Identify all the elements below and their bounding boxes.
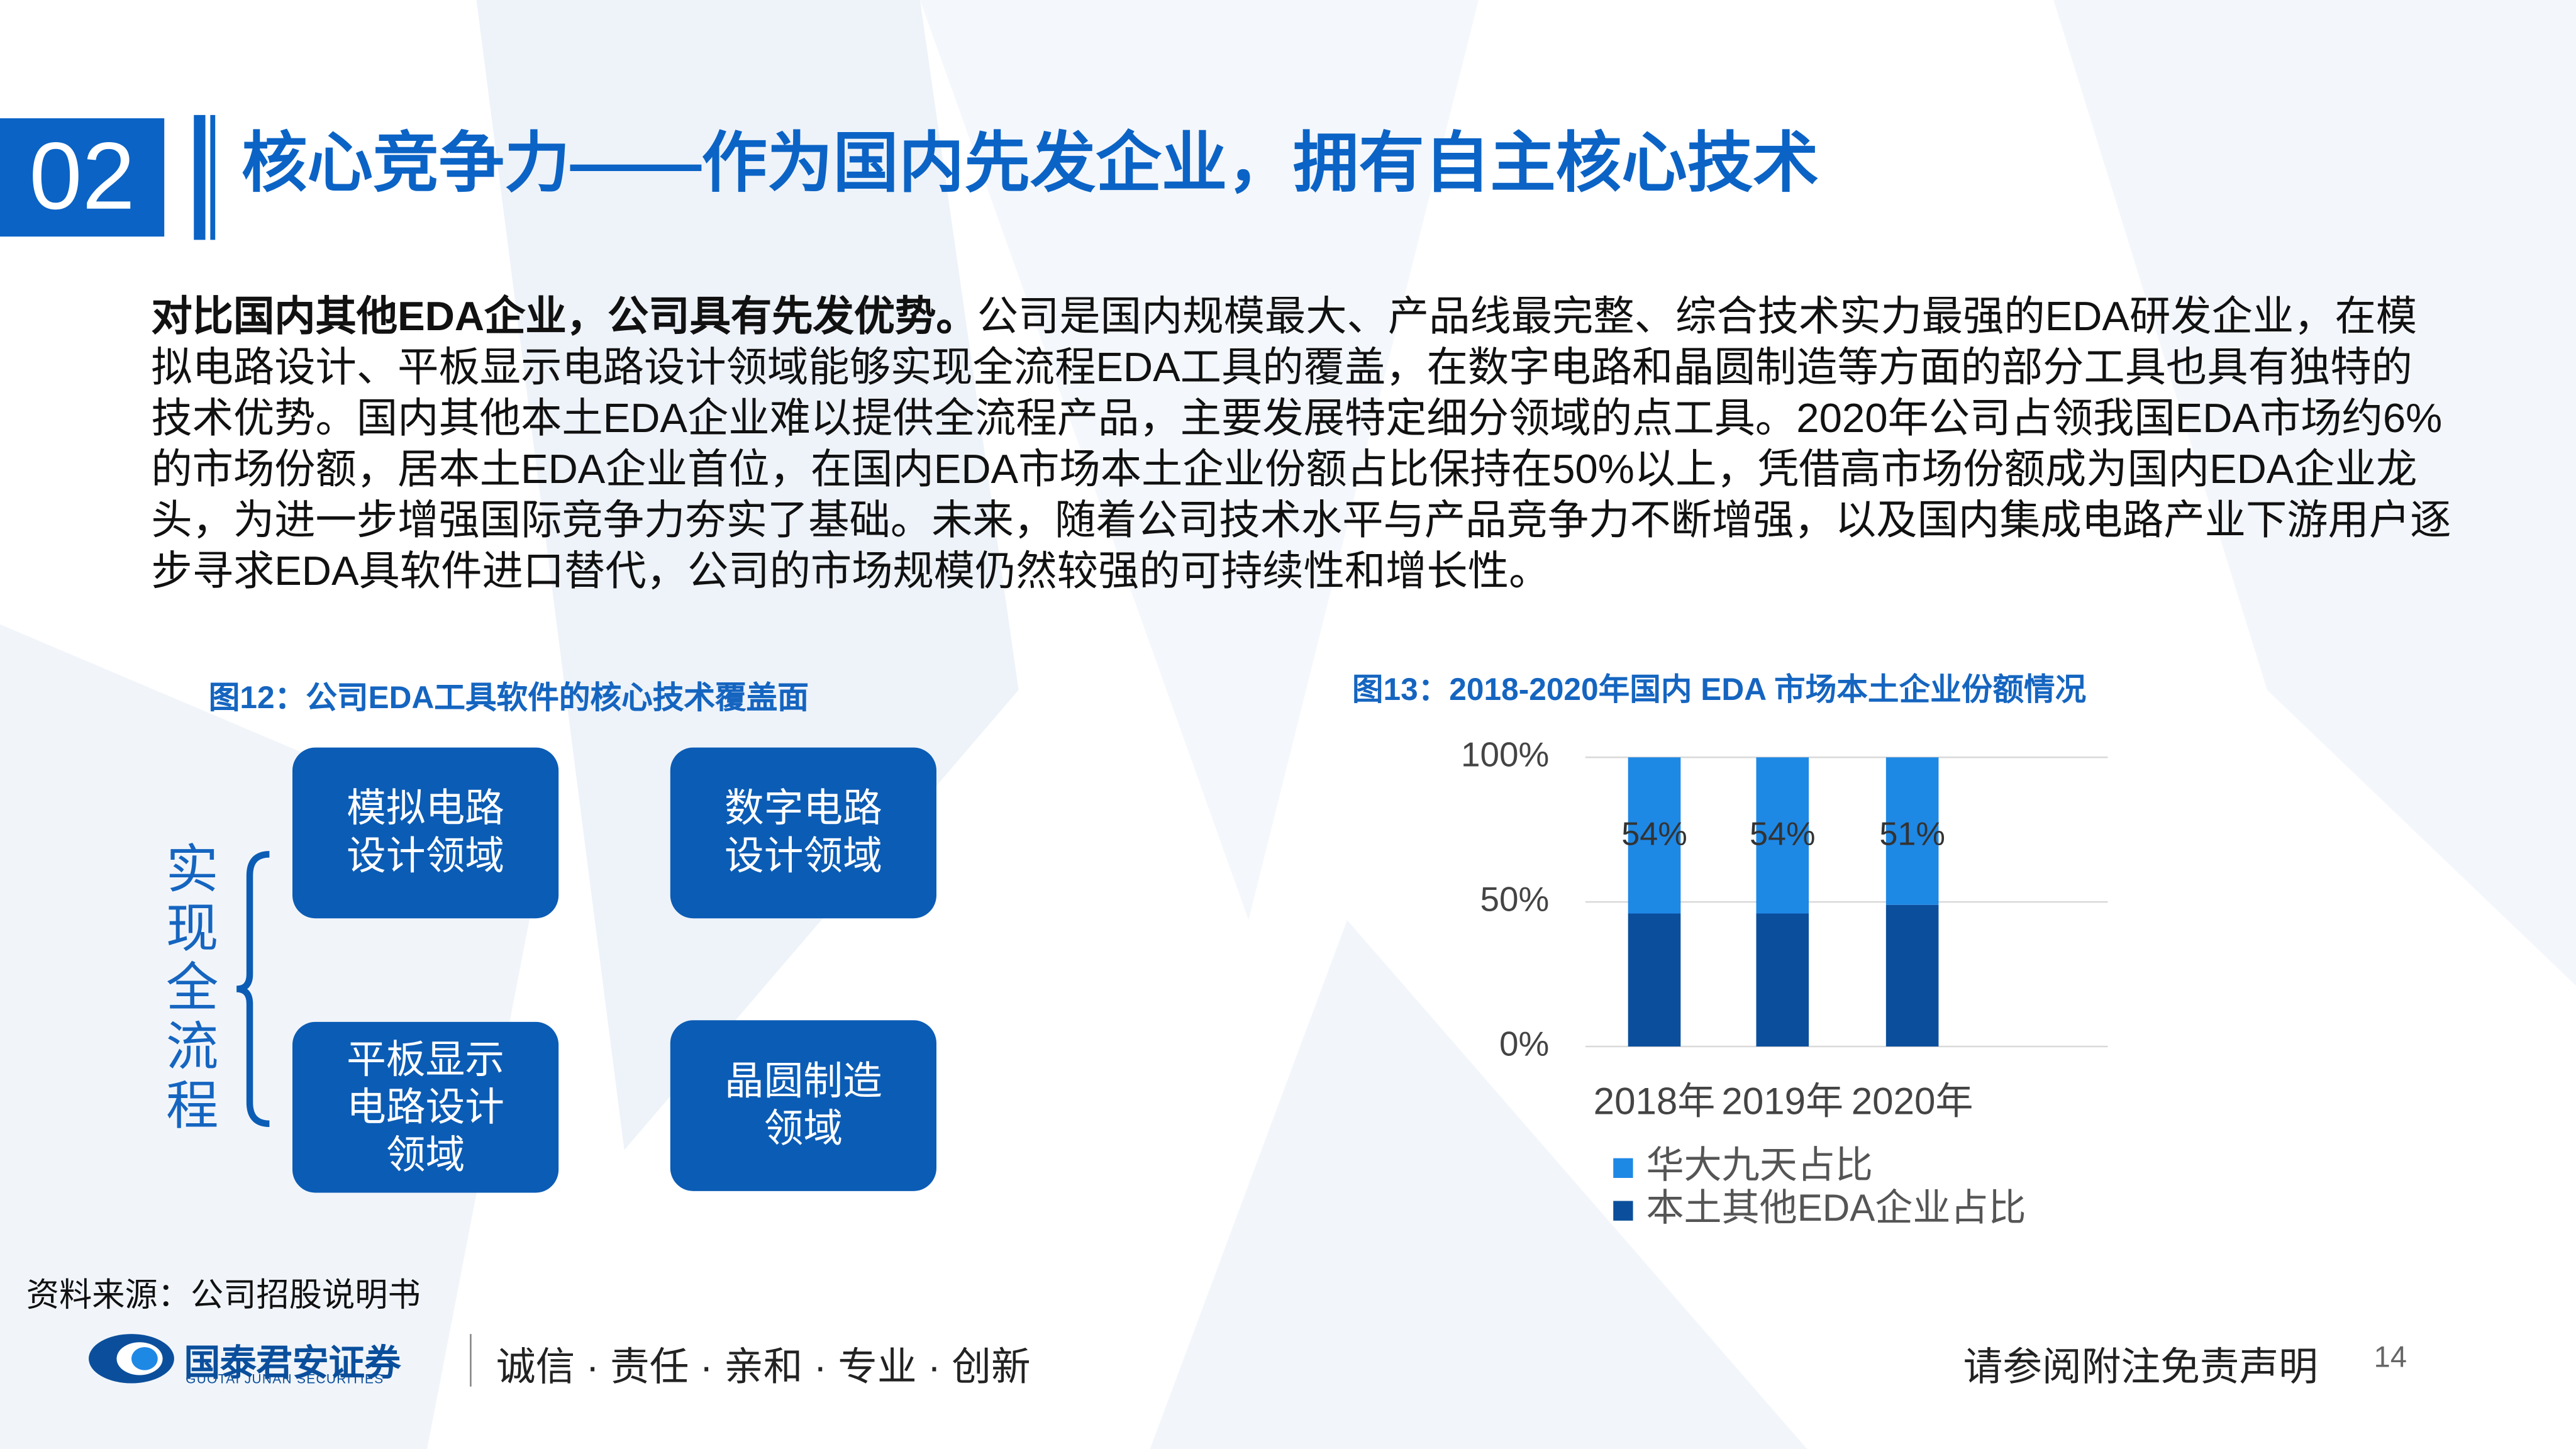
box-line: 电路设计 (347, 1085, 504, 1130)
logo-ellipse (131, 1347, 158, 1370)
slogan: 诚信 · 责任 · 亲和 · 专业 · 创新 (496, 1345, 1031, 1390)
box-line: 设计领域 (724, 835, 882, 879)
x-tick-label: 2019年 (1721, 1080, 1843, 1122)
slide-title: 核心竞争力——作为国内先发企业，拥有自主核心技术 (241, 128, 1819, 201)
section-number: 02 (0, 118, 165, 237)
bg-shape (919, 0, 1479, 920)
bracket (236, 851, 270, 1127)
y-tick-label: 100% (1461, 735, 1549, 774)
source-note: 资料来源：公司招股说明书 (26, 1278, 421, 1314)
divider (210, 114, 216, 240)
company-name: 国泰君安证券 (184, 1342, 401, 1384)
box-line: 平板显示 (347, 1037, 504, 1082)
box-line: 领域 (763, 1107, 843, 1152)
legend-swatch (1613, 1158, 1633, 1178)
bg-shape (1150, 919, 1807, 1449)
logo-mark (89, 1334, 174, 1384)
data-label: 54% (1750, 816, 1816, 852)
divider (194, 114, 206, 240)
bracket-line (236, 851, 270, 1127)
x-tick-label: 2020年 (1852, 1080, 1974, 1122)
x-tick-label: 2018年 (1594, 1080, 1716, 1122)
page-number: 14 (2373, 1340, 2407, 1374)
coverage-box: 晶圆制造 领域 (670, 1020, 936, 1191)
company-name-en: GUOTAI JUNAN SECURITIES (186, 1372, 384, 1387)
box-line: 设计领域 (347, 835, 504, 879)
data-label: 54% (1621, 816, 1687, 852)
lead-text: 对比国内其他EDA企业，公司具有先发优势。 (151, 294, 977, 340)
disclaimer: 请参阅附注免责声明 (1963, 1345, 2318, 1390)
box-line: 数字电路 (724, 787, 882, 831)
legend-label: 本土其他EDA企业占比 (1646, 1187, 2026, 1229)
coverage-box: 平板显示 电路设计 领域 (292, 1021, 559, 1193)
bar-segment (1628, 757, 1681, 914)
side-label: 实现全流程 (159, 841, 219, 1137)
box-line: 领域 (386, 1133, 465, 1177)
coverage-box: 数字电路 设计领域 (670, 747, 936, 919)
bar-segment (1756, 757, 1809, 914)
data-label: 51% (1879, 816, 1945, 852)
bar-segment (1885, 904, 1939, 1046)
footer-divider (470, 1334, 472, 1387)
box-line: 模拟电路 (347, 787, 504, 831)
box-line: 晶圆制造 (724, 1059, 882, 1104)
legend-label: 华大九天占比 (1646, 1144, 1872, 1186)
figure-caption: 图12：公司EDA工具软件的核心技术覆盖面 (208, 682, 809, 716)
bg-shape (476, 0, 1019, 1150)
body-text: 对比国内其他EDA企业，公司具有先发优势。公司是国内规模最大、产品线最完整、综合… (151, 292, 2451, 598)
bg-shape (2053, 0, 2576, 986)
bar-segment (1885, 757, 1939, 905)
paragraph-text: 公司是国内规模最大、产品线最完整、综合技术实力最强的EDA研发企业，在模拟电路设… (151, 294, 2451, 595)
bar-segment (1628, 913, 1681, 1046)
y-tick-label: 50% (1480, 880, 1550, 919)
coverage-box: 模拟电路 设计领域 (292, 747, 559, 919)
chart-title: 图13：2018-2020年国内 EDA 市场本土企业份额情况 (1352, 672, 2086, 707)
legend-swatch (1613, 1201, 1633, 1221)
y-tick-label: 0% (1499, 1024, 1549, 1063)
bar-segment (1756, 913, 1809, 1046)
